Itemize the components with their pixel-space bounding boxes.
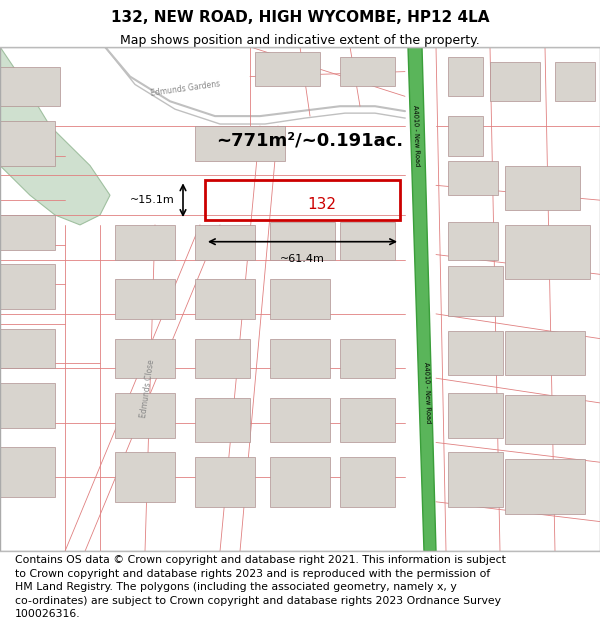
Bar (195, 398, 250, 442)
Text: ~771m²/~0.191ac.: ~771m²/~0.191ac. (217, 132, 404, 150)
Bar (448, 331, 503, 375)
Bar (255, 52, 320, 86)
Bar (270, 398, 330, 442)
Bar (270, 279, 330, 319)
Text: A4010 - New Road: A4010 - New Road (412, 105, 420, 167)
Bar (0, 215, 55, 249)
Bar (205, 181, 400, 220)
Bar (448, 116, 483, 156)
Bar (0, 383, 55, 428)
Bar (115, 339, 175, 378)
Bar (115, 279, 175, 319)
Bar (270, 458, 330, 507)
Bar (195, 339, 250, 378)
Text: Edmunds Gardens: Edmunds Gardens (149, 79, 220, 98)
Polygon shape (0, 47, 110, 225)
Bar (0, 329, 55, 368)
Bar (505, 166, 580, 210)
Bar (505, 331, 585, 375)
Bar (115, 225, 175, 259)
Text: ~15.1m: ~15.1m (130, 195, 175, 205)
Bar (340, 458, 395, 507)
Bar (0, 264, 55, 309)
Text: Contains OS data © Crown copyright and database right 2021. This information is : Contains OS data © Crown copyright and d… (15, 555, 506, 619)
Bar (0, 67, 60, 106)
Bar (505, 395, 585, 444)
Bar (195, 279, 255, 319)
Text: Map shows position and indicative extent of the property.: Map shows position and indicative extent… (120, 34, 480, 47)
Bar (0, 121, 55, 166)
Bar (505, 225, 590, 279)
Bar (555, 62, 595, 101)
Bar (195, 458, 255, 507)
Bar (340, 398, 395, 442)
Text: A4010 - New Road: A4010 - New Road (423, 362, 431, 424)
Polygon shape (408, 47, 436, 551)
Bar (115, 393, 175, 438)
Bar (340, 339, 395, 378)
Bar (448, 57, 483, 96)
Bar (340, 57, 395, 86)
Bar (448, 161, 498, 195)
Bar (115, 452, 175, 502)
Bar (340, 222, 395, 259)
Bar (448, 222, 498, 259)
Bar (195, 126, 285, 161)
Bar (505, 459, 585, 514)
Bar (270, 222, 335, 259)
Text: Edmunds Close: Edmunds Close (139, 358, 157, 418)
Text: ~61.4m: ~61.4m (280, 254, 325, 264)
Bar (448, 266, 503, 316)
Bar (490, 62, 540, 101)
Text: 132, NEW ROAD, HIGH WYCOMBE, HP12 4LA: 132, NEW ROAD, HIGH WYCOMBE, HP12 4LA (111, 10, 489, 25)
Bar (448, 393, 503, 438)
Bar (270, 339, 330, 378)
Bar (0, 448, 55, 497)
Text: 132: 132 (308, 198, 337, 212)
Bar (195, 225, 255, 259)
Bar (448, 452, 503, 507)
